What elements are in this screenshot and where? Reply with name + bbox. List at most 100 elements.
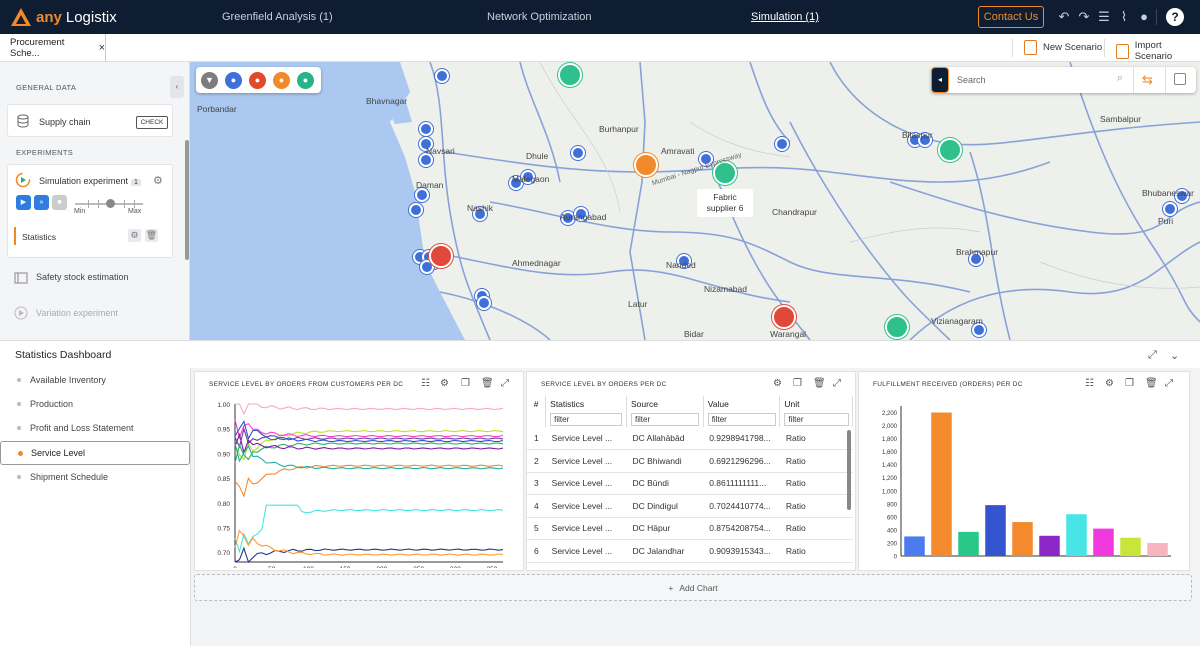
left-panel-scrollbar[interactable] (185, 140, 189, 260)
customer-marker[interactable] (473, 207, 487, 221)
gear-icon[interactable]: ⚙ (773, 378, 782, 389)
customer-marker[interactable] (775, 137, 789, 151)
table-row[interactable]: 2 Service Level ... DC Bhiwandi 0.692129629… (527, 449, 853, 473)
table-row[interactable]: 1 Service Level ... DC Allahābād 0.92989417… (527, 427, 853, 450)
column-header[interactable]: Source (626, 396, 704, 411)
column-header[interactable]: Unit (779, 396, 853, 411)
dashboard-nav-item[interactable]: Profit and Loss Statement (0, 416, 190, 440)
factory-marker[interactable] (634, 153, 658, 177)
supplier-marker[interactable] (713, 161, 737, 185)
stop-button[interactable]: ■ (52, 195, 67, 210)
nav-greenfield[interactable]: Greenfield Analysis (1) (222, 11, 333, 23)
gear-icon[interactable]: ⚙ (440, 378, 449, 389)
dc-layer-icon[interactable]: ● (249, 71, 266, 89)
supply-chain-card[interactable]: Supply chain CHECK (7, 104, 173, 137)
safety-stock-item[interactable]: Safety stock estimation (14, 270, 129, 284)
copy-icon[interactable]: ❐ (793, 378, 802, 389)
list-icon[interactable]: ☷ (1085, 378, 1094, 389)
customer-marker[interactable] (571, 146, 585, 160)
expand-icon[interactable]: ⤢ (501, 378, 509, 389)
expand-icon[interactable]: ⤢ (1148, 349, 1157, 361)
supplier-marker[interactable] (885, 315, 909, 339)
delete-icon[interactable]: 🗑 (1145, 378, 1158, 389)
dashboard-nav-item[interactable]: Shipment Schedule (0, 465, 190, 489)
delete-icon[interactable]: 🗑 (813, 378, 826, 389)
search-toggle-button[interactable]: ◂ (931, 67, 949, 93)
gear-icon[interactable]: ⚙ (1105, 378, 1114, 389)
add-chart-button[interactable]: + Add Chart (194, 574, 1192, 601)
customer-marker[interactable] (409, 203, 423, 217)
customer-marker[interactable] (574, 207, 588, 221)
search-icon[interactable]: ⌕ (1117, 72, 1124, 84)
table-scrollbar[interactable] (847, 430, 851, 510)
customer-layer-icon[interactable]: ● (225, 71, 242, 89)
dc-marker[interactable] (772, 305, 796, 329)
customer-marker[interactable] (561, 211, 575, 225)
filter-input[interactable]: filter (550, 412, 623, 426)
customer-marker[interactable] (969, 252, 983, 266)
table-row[interactable]: 3 Service Level ... DC Būndi 0.8611111111..… (527, 472, 853, 495)
customer-marker[interactable] (435, 69, 449, 83)
delete-icon[interactable]: 🗑 (145, 229, 158, 242)
filter-input[interactable]: filter (631, 412, 700, 426)
customer-marker[interactable] (419, 153, 433, 167)
line-chart[interactable]: 1.00 0.95 0.90 0.85 0.80 0.75 0.70 0 50 100 150 200… (201, 396, 519, 568)
map-canvas[interactable] (190, 62, 1200, 340)
list-icon[interactable]: ☷ (421, 378, 430, 389)
supplier-marker[interactable] (558, 63, 582, 87)
simulation-experiment-card[interactable]: Simulation experiment 1 ⚙ ▶ » ■ Min Max S… (7, 164, 173, 258)
customer-marker[interactable] (918, 133, 932, 147)
menu-icon[interactable]: ☰ (1098, 9, 1110, 24)
filter-icon[interactable]: ▼ (201, 71, 218, 89)
map-view[interactable]: Porbandar Bhavnagar Navsari Daman Burhan… (190, 62, 1200, 340)
customer-marker[interactable] (1163, 202, 1177, 216)
bar-chart[interactable]: 0 200 400 600 800 1,000 1,200 1,400 1,600 1,800 2,… (865, 396, 1185, 568)
delete-icon[interactable]: 🗑 (481, 378, 494, 389)
chevron-down-icon[interactable]: ⌄ (1170, 350, 1180, 362)
map-search-input[interactable] (957, 72, 1127, 88)
app-logo[interactable]: any Logistix (10, 7, 117, 27)
customer-marker[interactable] (415, 188, 429, 202)
filter-input[interactable]: filter (784, 412, 849, 426)
gear-icon[interactable]: ⚙ (153, 175, 163, 187)
expand-icon[interactable]: ⤢ (833, 378, 841, 389)
dashboard-nav-item-active[interactable]: Service Level (0, 441, 190, 465)
customer-marker[interactable] (419, 137, 433, 151)
import-scenario-button[interactable]: Import Scenario (1116, 40, 1200, 62)
tab-procurement-scenario[interactable]: Procurement Sche... × (0, 34, 106, 62)
table-row[interactable]: 4 Service Level ... DC Dindigul 0.702441077… (527, 494, 853, 518)
close-icon[interactable]: × (98, 42, 105, 54)
customer-marker[interactable] (509, 176, 523, 190)
customer-marker[interactable] (677, 254, 691, 268)
help-icon[interactable]: ? (1166, 8, 1184, 26)
variation-experiment-item[interactable]: Variation experiment (14, 306, 118, 320)
expand-icon[interactable]: ⤢ (1165, 378, 1173, 389)
swap-icon[interactable]: ⇆ (1142, 72, 1153, 87)
undo-icon[interactable]: ↶ (1058, 9, 1070, 24)
column-header[interactable]: Value (703, 396, 781, 411)
dc-marker[interactable] (429, 244, 453, 268)
contact-us-button[interactable]: Contact Us (978, 6, 1044, 28)
table-row[interactable]: 5 Service Level ... DC Hāpur 0.8754208754..… (527, 517, 853, 540)
map-layers-icon[interactable] (1174, 73, 1186, 85)
copy-icon[interactable]: ❐ (1125, 378, 1134, 389)
customer-marker[interactable] (477, 296, 491, 310)
redo-icon[interactable]: ↷ (1078, 9, 1090, 24)
statistics-label[interactable]: Statistics (22, 232, 57, 242)
customer-marker[interactable] (521, 170, 535, 184)
supplier-layer-icon[interactable]: ● (297, 71, 314, 89)
chart-icon[interactable]: ⌇ (1120, 9, 1128, 24)
new-scenario-button[interactable]: New Scenario (1024, 40, 1102, 55)
dashboard-nav-item[interactable]: Production (0, 392, 190, 416)
check-button[interactable]: CHECK (136, 116, 168, 129)
user-icon[interactable]: ● (1140, 9, 1148, 24)
customer-marker[interactable] (1175, 189, 1189, 203)
play-button[interactable]: ▶ (16, 195, 31, 210)
nav-simulation[interactable]: Simulation (1) (751, 11, 819, 23)
collapse-panel-button[interactable]: ‹ (170, 76, 184, 98)
slider-handle[interactable] (106, 199, 115, 208)
customer-marker[interactable] (419, 122, 433, 136)
customer-marker[interactable] (972, 323, 986, 337)
column-header[interactable]: Statistics (545, 396, 627, 411)
nav-network-optimization[interactable]: Network Optimization (487, 11, 592, 23)
